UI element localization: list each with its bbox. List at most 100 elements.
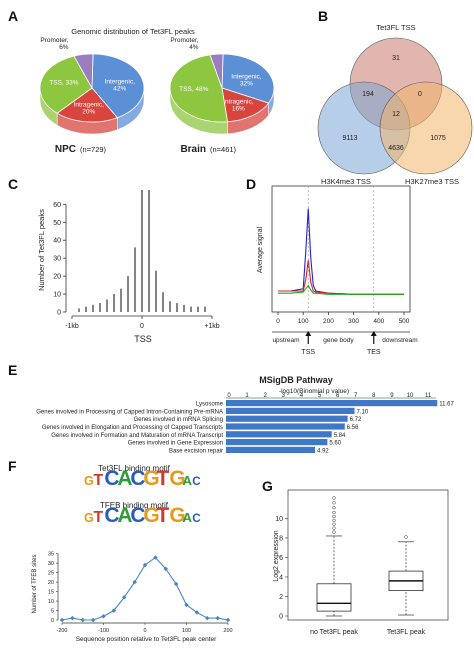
venn-count-tet_k27: 0: [418, 91, 422, 98]
e-x-tick-label: 2: [264, 393, 268, 399]
f-logo-title-tfeb: TFEB binding motif: [100, 501, 169, 510]
g-category-label: no Tet3FL peak: [310, 629, 358, 636]
f-point: [70, 615, 75, 621]
d-line-series-0: [278, 208, 404, 295]
d-marker-tss: TSS: [301, 349, 315, 356]
pie-label-intergenic: Intergenic, 32%: [231, 73, 262, 87]
pie-slice-intergenic: [221, 53, 275, 104]
pie-slice-intergenic: [91, 53, 145, 119]
e-value-label: 5.60: [329, 441, 341, 447]
pie-title: Genomic distribution of Tet3FL peaks: [71, 27, 195, 36]
d-line-series-2: [278, 284, 404, 295]
pie-slice-promoter: [73, 53, 94, 90]
f-logo-letter: A: [182, 510, 192, 525]
g-outlier: [332, 526, 336, 530]
c-y-tick-label: 20: [53, 274, 61, 281]
f-x-tick-label: 0: [143, 628, 146, 634]
e-category-label: Genes involved in Formation and Maturati…: [51, 433, 223, 439]
g-outlier: [332, 506, 336, 510]
pie-group-n: (n=461): [210, 145, 237, 154]
f-logo-letter: T: [94, 472, 104, 489]
d-x-tick-label: 200: [323, 318, 334, 325]
e-value-label: 6.56: [347, 425, 359, 431]
c-x-tick-label: 0: [140, 323, 144, 330]
g-outlier: [332, 496, 336, 500]
f-logo-letter: G: [169, 504, 185, 527]
f-logo-letter: C: [192, 475, 201, 488]
pie-slice-intragenic: [56, 87, 119, 123]
f-logo-letter: G: [169, 467, 185, 490]
f-logo-letter: C: [104, 467, 119, 490]
panel-label-e: E: [8, 362, 18, 378]
f-logo-letter: C: [130, 504, 145, 527]
e-category-label: Genes involved in Elongation and Process…: [42, 425, 223, 431]
panel-label-d: D: [246, 176, 257, 192]
e-bar: [226, 439, 328, 446]
f-logo-letter: C: [130, 467, 145, 490]
f-logo-letter: G: [84, 474, 94, 488]
d-y-axis-title: Average signal: [257, 226, 264, 273]
f-point: [225, 617, 231, 623]
g-y-axis-title: Log2 expression: [273, 530, 280, 581]
e-value-label: 4.92: [317, 448, 329, 454]
d-x-tick-label: 300: [348, 318, 359, 325]
f-logo-letter: A: [182, 473, 192, 488]
venn-count-tet_k4: 194: [362, 91, 374, 98]
venn-count-k4_only: 9113: [342, 135, 357, 142]
f-y-tick-label: 15: [48, 590, 54, 596]
e-x-tick-label: 11: [425, 393, 432, 399]
pie-label-promoter: Promoter, 4%: [170, 37, 198, 51]
venn-label-h3k27me3: H3K27me3 TSS: [405, 177, 459, 186]
f-point: [215, 615, 220, 621]
d-tss-arrowhead: [305, 331, 312, 336]
e-x-tick-label: 10: [407, 393, 414, 399]
g-y-tick-label: 6: [279, 555, 283, 562]
f-x-axis-title: Sequence position relative to Tet3FL pea…: [76, 636, 217, 643]
d-plot-frame: [271, 185, 411, 313]
f-logo-letter: A: [117, 504, 132, 527]
g-outlier: [332, 510, 336, 515]
d-line-series-1: [278, 260, 404, 295]
e-category-label: Genes involved in Processing of Capped I…: [36, 409, 223, 415]
pie-slice-tss: [169, 54, 228, 123]
e-bar: [226, 415, 348, 422]
venn-count-k27_only: 1075: [430, 135, 446, 142]
c-y-axis-title: Number of Tet3FL peaks: [37, 209, 46, 291]
d-x-tick-label: 100: [298, 318, 309, 325]
g-plot-frame: [287, 489, 449, 621]
g-y-tick-label: 10: [275, 516, 283, 523]
e-bar: [226, 407, 355, 414]
e-category-label: Genes involved in Gene Expression: [128, 441, 223, 447]
f-x-tick-label: 200: [223, 628, 232, 634]
e-x-tick-label: 0: [227, 393, 231, 399]
g-y-tick-label: 2: [279, 594, 283, 601]
c-x-axis-title: TSS: [134, 334, 152, 344]
f-logo-letter: G: [143, 504, 159, 527]
f-logo-letter: G: [143, 467, 159, 490]
f-point: [80, 617, 86, 623]
e-bar: [226, 400, 438, 407]
venn-count-k4_k27: 4636: [388, 145, 404, 152]
f-x-tick-label: 100: [182, 628, 191, 634]
e-category-label: Base excision repair: [169, 448, 223, 454]
panel-label-c: C: [8, 176, 19, 192]
g-y-tick-label: 4: [279, 574, 283, 581]
e-category-label: Lysosome: [196, 402, 224, 408]
d-region-label-upstream: upstream: [272, 337, 299, 344]
e-x-tick-label: 7: [354, 393, 358, 399]
e-category-label: Genes involved in mRNA Splicing: [134, 417, 223, 423]
e-value-label: 6.72: [350, 417, 362, 423]
c-y-tick-label: 0: [57, 310, 61, 317]
f-y-tick-label: 35: [48, 552, 54, 558]
f-logo-letter: G: [84, 511, 94, 525]
g-outlier: [332, 530, 336, 534]
e-title: MSigDB Pathway: [259, 375, 333, 385]
e-x-tick-label: 6: [336, 393, 340, 399]
pie-slice-tss: [39, 55, 93, 114]
pie-group-n: (n=729): [80, 145, 107, 154]
pie-group-name: Brain: [180, 144, 206, 155]
f-y-tick-label: 30: [48, 561, 54, 567]
pie-slice-intragenic: [221, 87, 270, 123]
e-bar: [226, 431, 332, 438]
